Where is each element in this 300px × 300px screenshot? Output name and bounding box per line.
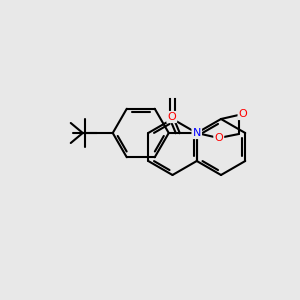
Text: N: N bbox=[193, 128, 201, 138]
Text: O: O bbox=[214, 133, 223, 143]
Text: O: O bbox=[167, 112, 176, 122]
Text: O: O bbox=[238, 109, 247, 119]
